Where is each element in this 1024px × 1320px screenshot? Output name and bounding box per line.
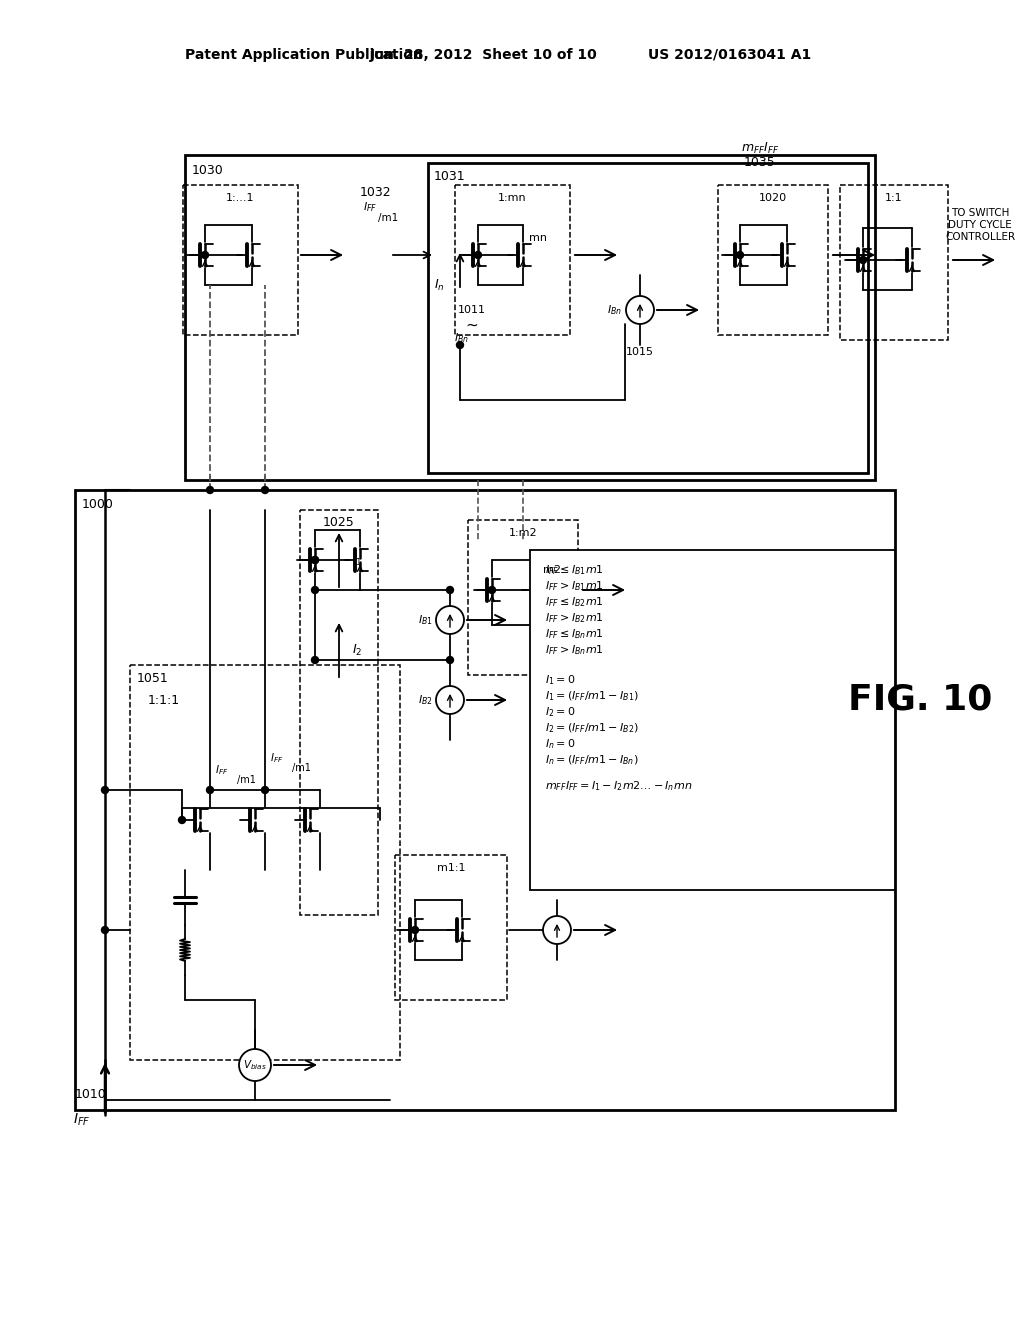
Text: Jun. 28, 2012  Sheet 10 of 10: Jun. 28, 2012 Sheet 10 of 10 — [370, 48, 598, 62]
Text: /m1: /m1 — [378, 213, 398, 223]
Text: Patent Application Publication: Patent Application Publication — [185, 48, 423, 62]
Text: 1015: 1015 — [626, 347, 654, 356]
Text: 1:mn: 1:mn — [498, 193, 526, 203]
Text: $I_{FF}$: $I_{FF}$ — [270, 751, 284, 764]
Text: $I_n$: $I_n$ — [434, 277, 445, 293]
Text: $I_{FF}$: $I_{FF}$ — [73, 1111, 90, 1129]
Text: 1020: 1020 — [759, 193, 787, 203]
Text: m2: m2 — [543, 565, 561, 576]
Text: 1000: 1000 — [82, 499, 114, 511]
Text: $I_{FF} > I_{Bn}m1$: $I_{FF} > I_{Bn}m1$ — [545, 643, 604, 657]
Text: 1030: 1030 — [193, 164, 224, 177]
Text: 1051: 1051 — [137, 672, 169, 685]
Circle shape — [436, 606, 464, 634]
Text: ~: ~ — [466, 318, 478, 333]
Circle shape — [178, 817, 185, 824]
Text: 1011: 1011 — [458, 305, 486, 315]
Text: $I_2$: $I_2$ — [352, 643, 362, 657]
Bar — [395, 855, 507, 1001]
Text: 1035: 1035 — [744, 156, 776, 169]
Text: /m1: /m1 — [292, 763, 311, 774]
Circle shape — [311, 586, 318, 594]
Circle shape — [543, 916, 571, 944]
Circle shape — [412, 927, 419, 933]
Text: $m_{FF}I_{FF}$: $m_{FF}I_{FF}$ — [740, 140, 779, 156]
Text: 1:...1: 1:...1 — [225, 193, 254, 203]
Text: $I_{B1}$: $I_{B1}$ — [418, 612, 433, 627]
Text: $I_n = 0$: $I_n = 0$ — [545, 737, 575, 751]
Text: $I_{FF} \leq I_{B2}m1$: $I_{FF} \leq I_{B2}m1$ — [545, 595, 604, 609]
Bar — [530, 550, 895, 890]
Bar — [75, 490, 895, 1110]
Circle shape — [101, 787, 109, 793]
Text: 1:m2: 1:m2 — [509, 528, 538, 539]
Circle shape — [446, 656, 454, 664]
Text: $I_{FF} > I_{B1}m1$: $I_{FF} > I_{B1}m1$ — [545, 579, 604, 593]
Circle shape — [239, 1049, 271, 1081]
Text: $I_{Bn}$: $I_{Bn}$ — [607, 304, 622, 317]
Text: $I_2 = 0$: $I_2 = 0$ — [545, 705, 575, 719]
Bar — [428, 162, 868, 473]
Text: $I_1 = 0$: $I_1 = 0$ — [545, 673, 575, 686]
Bar — [718, 185, 828, 335]
Text: 1:1: 1:1 — [885, 193, 903, 203]
Text: $I_{FF} > I_{B2}m1$: $I_{FF} > I_{B2}m1$ — [545, 611, 604, 624]
Text: 1025: 1025 — [324, 516, 355, 528]
Bar — [840, 185, 948, 341]
Text: $I_1$: $I_1$ — [352, 553, 362, 568]
Bar — [455, 185, 570, 335]
Text: $m_{FF}I_{FF} = I_1 - I_2 m2 \ldots -I_n mn$: $m_{FF}I_{FF} = I_1 - I_2 m2 \ldots -I_n… — [545, 779, 692, 793]
Circle shape — [311, 557, 318, 564]
Bar — [183, 185, 298, 335]
Text: $I_{B2}$: $I_{B2}$ — [418, 693, 433, 708]
Text: FIG. 10: FIG. 10 — [848, 682, 992, 717]
Circle shape — [446, 586, 454, 594]
Text: $I_n = (I_{FF}/m1 - I_{Bn})$: $I_n = (I_{FF}/m1 - I_{Bn})$ — [545, 754, 639, 767]
Bar — [185, 154, 874, 480]
Text: $I_{FF} \leq I_{Bn}m1$: $I_{FF} \leq I_{Bn}m1$ — [545, 627, 604, 642]
Text: /m1: /m1 — [237, 775, 256, 785]
Circle shape — [207, 787, 213, 793]
Bar — [300, 510, 378, 915]
Text: $I_1 = (I_{FF}/m1 - I_{B1})$: $I_1 = (I_{FF}/m1 - I_{B1})$ — [545, 689, 639, 702]
Circle shape — [311, 656, 318, 664]
Circle shape — [736, 252, 743, 259]
Circle shape — [311, 557, 318, 564]
Circle shape — [457, 342, 464, 348]
Bar — [130, 665, 400, 1060]
Text: 1031: 1031 — [434, 170, 466, 183]
Text: $I_{FF} \leq I_{B1}m1$: $I_{FF} \leq I_{B1}m1$ — [545, 564, 604, 577]
Text: TO SWITCH
DUTY CYCLE
CONTROLLER: TO SWITCH DUTY CYCLE CONTROLLER — [945, 209, 1015, 242]
Circle shape — [261, 487, 268, 494]
Circle shape — [436, 686, 464, 714]
Text: 1032: 1032 — [360, 186, 391, 198]
Circle shape — [626, 296, 654, 323]
Text: $I_{FF}$: $I_{FF}$ — [215, 763, 228, 777]
Text: mn: mn — [529, 234, 547, 243]
Circle shape — [101, 927, 109, 933]
Circle shape — [474, 252, 481, 259]
Text: 1:1:1: 1:1:1 — [148, 693, 180, 706]
Text: $I_{Bn}$: $I_{Bn}$ — [455, 331, 470, 345]
Circle shape — [207, 487, 213, 494]
Circle shape — [202, 252, 209, 259]
Text: $I_{FF}$: $I_{FF}$ — [362, 201, 377, 214]
Circle shape — [261, 787, 268, 793]
Text: m1:1: m1:1 — [437, 863, 465, 873]
Text: US 2012/0163041 A1: US 2012/0163041 A1 — [648, 48, 811, 62]
Circle shape — [859, 256, 866, 264]
Text: $V_{bias}$: $V_{bias}$ — [243, 1059, 267, 1072]
Bar — [468, 520, 578, 675]
Circle shape — [488, 586, 496, 594]
Text: $I_2 = (I_{FF}/m1 - I_{B2})$: $I_2 = (I_{FF}/m1 - I_{B2})$ — [545, 721, 639, 735]
Text: 1010: 1010 — [75, 1089, 106, 1101]
